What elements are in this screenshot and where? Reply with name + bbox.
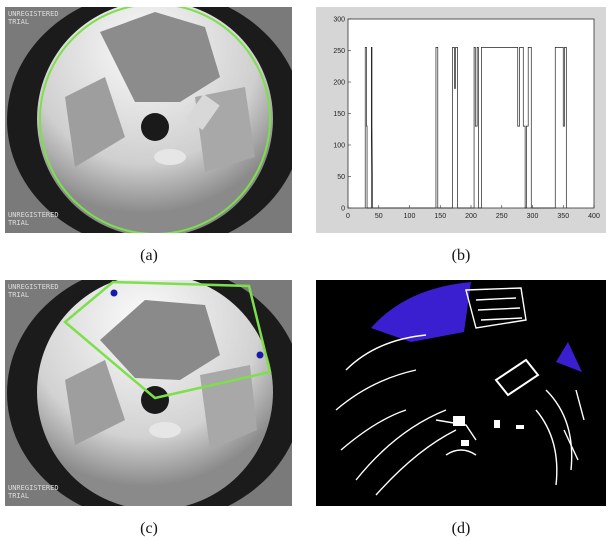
camera-mount xyxy=(141,113,169,141)
x-tick-label: 400 xyxy=(588,213,600,220)
edge-map-figure xyxy=(316,280,606,506)
x-tick-label: 350 xyxy=(557,213,569,220)
x-tick-label: 100 xyxy=(404,213,416,220)
x-tick-label: 50 xyxy=(375,213,383,220)
y-tick-label: 250 xyxy=(333,48,345,55)
watermark-bottom-1: UNREGISTERED xyxy=(8,484,59,492)
plot-area xyxy=(347,18,595,209)
y-tick-label: 0 xyxy=(341,206,345,213)
caption-d: (d) xyxy=(451,520,471,537)
axis-ticks: 0 50 100 150 200 250 300 350 400 0 50 100 150 200 250 3… xyxy=(333,17,600,221)
watermark-bottom-2: TRIAL xyxy=(8,219,29,227)
edge-blobs xyxy=(453,416,524,446)
x-tick-label: 200 xyxy=(465,213,477,220)
mount-base xyxy=(154,149,186,165)
sky-mask-top xyxy=(371,282,471,342)
x-tick-label: 0 xyxy=(346,213,350,220)
plot-svg: 0 50 100 150 200 250 300 350 400 0 50 100 150 200 250 3… xyxy=(333,17,600,221)
watermark-top-2: TRIAL xyxy=(8,291,29,299)
sky-polygon-figure: UNREGISTERED TRIAL UNREGISTERED TRIAL xyxy=(5,280,292,506)
caption-a: (a) xyxy=(140,247,158,264)
y-tick-label: 150 xyxy=(333,111,345,118)
watermark-top-1: UNREGISTERED xyxy=(8,10,59,18)
fitted-circle xyxy=(39,7,271,233)
caption-c: (c) xyxy=(140,520,158,537)
watermark-bottom-2: TRIAL xyxy=(8,492,29,500)
mount-base xyxy=(149,422,181,438)
x-tick-label: 300 xyxy=(527,213,539,220)
sky-mask-right xyxy=(556,342,582,372)
street-right xyxy=(200,365,257,450)
street-left xyxy=(65,77,125,167)
marker-point-2 xyxy=(256,351,264,359)
car xyxy=(186,93,220,131)
marker-point-1 xyxy=(110,289,118,297)
y-tick-label: 50 xyxy=(337,174,345,181)
watermark-top-1: UNREGISTERED xyxy=(8,283,59,291)
y-tick-label: 100 xyxy=(333,143,345,150)
fisheye-circle-figure: UNREGISTERED TRIAL UNREGISTERED TRIAL xyxy=(5,7,292,233)
caption-b: (b) xyxy=(451,247,471,264)
edge-lines xyxy=(335,287,585,496)
building xyxy=(100,300,220,380)
street-left xyxy=(65,360,125,445)
sky-region-polygon xyxy=(63,280,272,400)
watermark-bottom-1: UNREGISTERED xyxy=(8,211,59,219)
x-tick-label: 150 xyxy=(434,213,446,220)
edge-map-image xyxy=(316,280,606,506)
building xyxy=(100,12,220,102)
fisheye-image-c: UNREGISTERED TRIAL UNREGISTERED TRIAL xyxy=(5,280,292,506)
watermark-top-2: TRIAL xyxy=(8,18,29,26)
y-tick-label: 300 xyxy=(333,17,345,24)
intensity-plot: 0 50 100 150 200 250 300 350 400 0 50 100 150 200 250 3… xyxy=(316,7,606,233)
fisheye-image-a: UNREGISTERED TRIAL UNREGISTERED TRIAL xyxy=(5,7,292,233)
y-tick-label: 200 xyxy=(333,80,345,87)
series-line xyxy=(364,46,567,209)
x-tick-label: 250 xyxy=(496,213,508,220)
